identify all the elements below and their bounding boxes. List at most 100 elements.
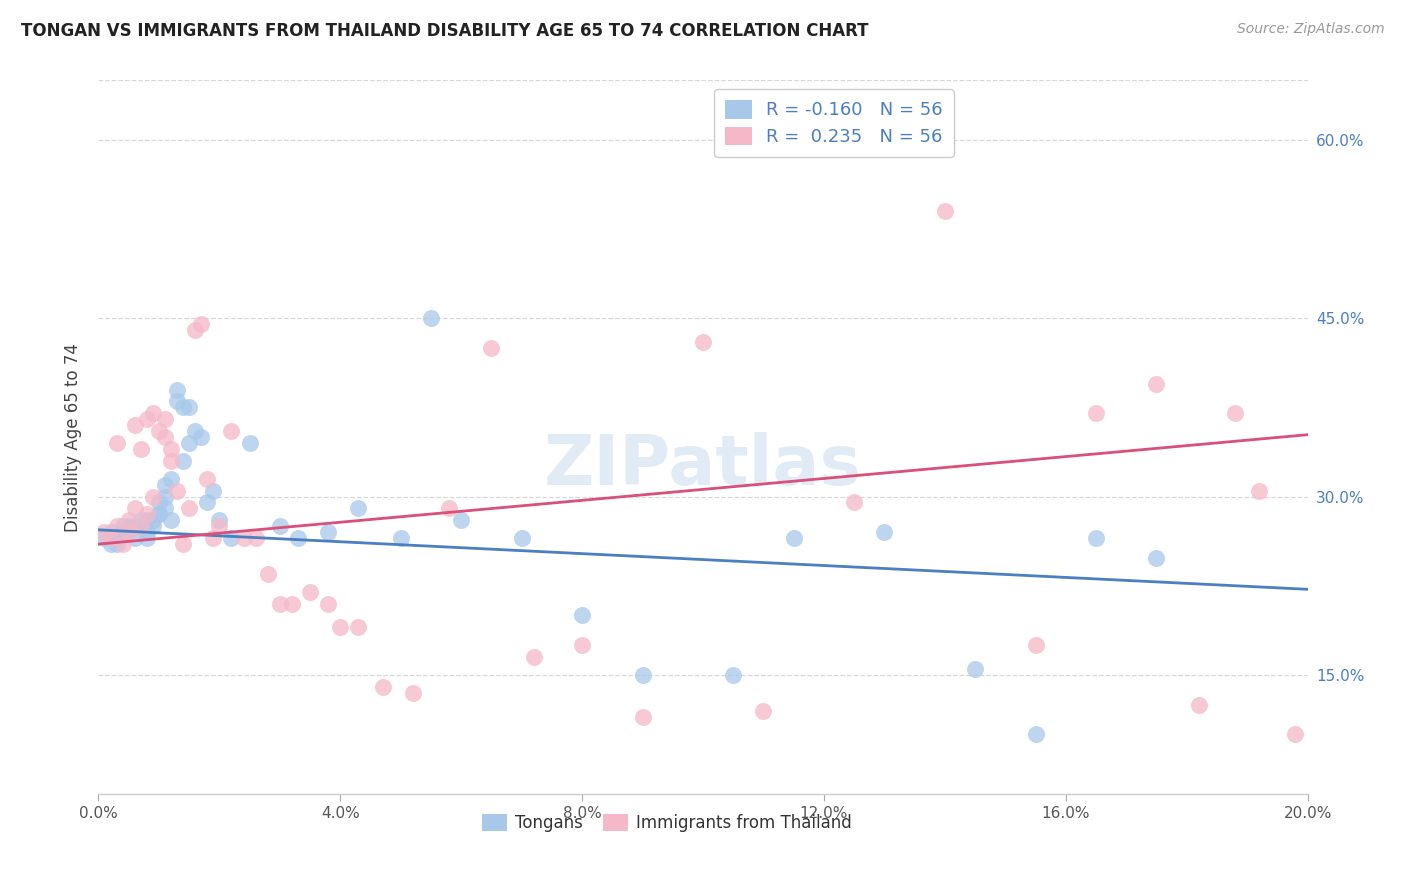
Y-axis label: Disability Age 65 to 74: Disability Age 65 to 74 xyxy=(65,343,83,532)
Point xyxy=(934,204,956,219)
Point xyxy=(571,608,593,623)
Point xyxy=(1144,551,1167,566)
Point xyxy=(166,383,188,397)
Point xyxy=(202,483,225,498)
Point xyxy=(347,620,370,634)
Point xyxy=(148,424,170,438)
Point xyxy=(160,454,183,468)
Point xyxy=(450,513,472,527)
Point xyxy=(202,531,225,545)
Point xyxy=(256,566,278,581)
Point xyxy=(316,525,339,540)
Point xyxy=(437,501,460,516)
Point xyxy=(129,442,152,456)
Point xyxy=(118,513,141,527)
Legend: Tongans, Immigrants from Thailand: Tongans, Immigrants from Thailand xyxy=(475,807,859,839)
Point xyxy=(723,668,745,682)
Point xyxy=(153,490,176,504)
Point xyxy=(135,508,157,522)
Point xyxy=(1284,727,1306,741)
Point xyxy=(1085,406,1108,420)
Point xyxy=(221,424,243,438)
Point xyxy=(124,519,146,533)
Point xyxy=(631,668,654,682)
Point xyxy=(100,525,122,540)
Point xyxy=(1188,698,1211,712)
Point xyxy=(153,501,176,516)
Point xyxy=(166,483,188,498)
Point xyxy=(124,531,146,545)
Point xyxy=(124,418,146,433)
Point xyxy=(299,584,322,599)
Point xyxy=(402,686,425,700)
Point xyxy=(371,680,394,694)
Point xyxy=(184,424,207,438)
Point xyxy=(160,472,183,486)
Point xyxy=(1024,638,1046,652)
Point xyxy=(631,709,654,723)
Point xyxy=(135,513,157,527)
Point xyxy=(153,412,176,426)
Point xyxy=(111,519,134,533)
Point xyxy=(172,537,194,551)
Point xyxy=(118,519,141,533)
Point xyxy=(571,638,593,652)
Point xyxy=(179,501,201,516)
Point xyxy=(420,311,443,326)
Point xyxy=(105,436,128,450)
Point xyxy=(1249,483,1271,498)
Point xyxy=(142,490,165,504)
Text: Source: ZipAtlas.com: Source: ZipAtlas.com xyxy=(1237,22,1385,37)
Point xyxy=(287,531,309,545)
Point xyxy=(148,508,170,522)
Text: TONGAN VS IMMIGRANTS FROM THAILAND DISABILITY AGE 65 TO 74 CORRELATION CHART: TONGAN VS IMMIGRANTS FROM THAILAND DISAB… xyxy=(21,22,869,40)
Point xyxy=(111,537,134,551)
Point xyxy=(783,531,806,545)
Point xyxy=(245,531,267,545)
Point xyxy=(100,537,122,551)
Point xyxy=(965,662,987,676)
Point xyxy=(481,341,503,355)
Point xyxy=(510,531,533,545)
Point xyxy=(179,436,201,450)
Point xyxy=(239,436,262,450)
Point xyxy=(208,513,231,527)
Point xyxy=(190,317,212,331)
Point xyxy=(129,513,152,527)
Point xyxy=(269,597,291,611)
Point xyxy=(172,401,194,415)
Point xyxy=(281,597,304,611)
Point xyxy=(118,525,141,540)
Point xyxy=(105,519,128,533)
Point xyxy=(142,513,165,527)
Point xyxy=(142,406,165,420)
Point xyxy=(269,519,291,533)
Point xyxy=(1085,531,1108,545)
Point xyxy=(389,531,412,545)
Point xyxy=(692,334,714,349)
Point xyxy=(166,394,188,409)
Point xyxy=(752,704,775,718)
Point xyxy=(93,525,115,540)
Point xyxy=(153,430,176,444)
Point xyxy=(221,531,243,545)
Point xyxy=(135,525,157,540)
Point xyxy=(111,525,134,540)
Point xyxy=(316,597,339,611)
Point xyxy=(873,525,896,540)
Point xyxy=(1024,727,1046,741)
Point xyxy=(179,401,201,415)
Point xyxy=(142,519,165,533)
Point xyxy=(124,501,146,516)
Point xyxy=(232,531,254,545)
Point xyxy=(160,442,183,456)
Point xyxy=(844,495,866,509)
Point xyxy=(184,323,207,337)
Point xyxy=(1144,376,1167,391)
Point xyxy=(93,531,115,545)
Point xyxy=(100,531,122,545)
Point xyxy=(172,454,194,468)
Point xyxy=(105,531,128,545)
Point xyxy=(129,519,152,533)
Point xyxy=(148,495,170,509)
